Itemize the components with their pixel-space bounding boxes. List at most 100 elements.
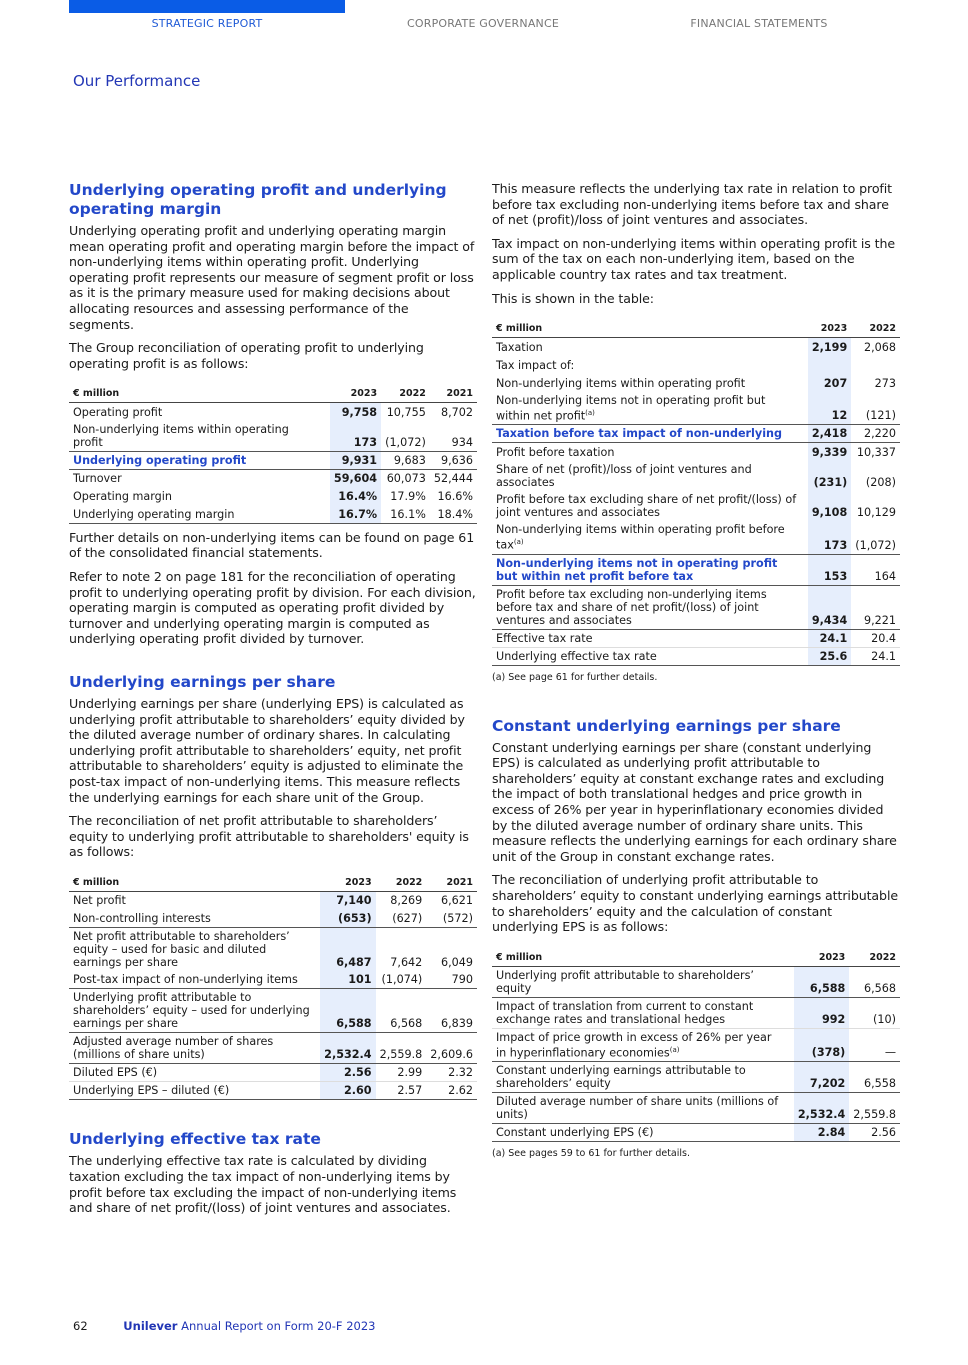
cell-value: (10) [849, 997, 900, 1029]
cell-value: 2.56 [849, 1123, 900, 1143]
cell-value: 16.7% [329, 505, 382, 524]
column-header: € million [492, 948, 794, 967]
cell-text: 6,558 [863, 1077, 896, 1091]
row-label: Profit before tax excluding non-underlyi… [492, 585, 808, 630]
table-row: Net profit attributable to shareholders’… [69, 927, 477, 971]
row-label: Non-underlying items not in operating pr… [492, 391, 808, 426]
cell-text: 8,269 [390, 894, 423, 908]
row-label: Diluted EPS (€) [69, 1063, 321, 1083]
cell-text: 9,636 [440, 453, 473, 467]
table-row: Effective tax rate 24.1 20.4 [492, 629, 900, 648]
eps-table: € million 2023 2022 2021 Net profit 7,140 8,26… [69, 873, 477, 1101]
cell-text: 59,604 [333, 472, 378, 486]
cell-text: Impact of translation from current to co… [496, 999, 754, 1026]
table-row: Operating profit 9,758 10,755 8,702 [69, 402, 477, 421]
cell-text: 6,049 [440, 955, 473, 969]
cell-text: 6,588 [336, 1017, 372, 1031]
table-row: Share of net (profit)/loss of joint vent… [492, 460, 900, 491]
cell-text: (627) [392, 911, 423, 925]
cell-text: 9,683 [393, 453, 426, 467]
cell-text: Non-underlying items within operating pr… [496, 522, 785, 552]
cell-value: 18.4% [429, 505, 477, 524]
cell-value: 101 [320, 970, 376, 990]
tab-corporate-governance[interactable]: CORPORATE GOVERNANCE [406, 17, 560, 30]
cell-text: Non-underlying items within operating pr… [496, 376, 746, 390]
row-label: Share of net (profit)/loss of joint vent… [492, 461, 808, 491]
cell-value: 7,642 [376, 927, 427, 971]
column-header: 2023 [793, 948, 850, 967]
cell-value: 7,202 [793, 1061, 850, 1094]
uop-table: € million 2023 2022 2021 Operating profit 9,7… [69, 385, 477, 524]
cell-text: (1,072) [855, 538, 896, 552]
cell-value: 24.1 [851, 647, 900, 666]
tab-financial-statements[interactable]: FINANCIAL STATEMENTS [690, 17, 828, 30]
ceps-table: € million 2023 2022 Underlying profit attri… [492, 948, 900, 1143]
cell-text: Underlying EPS – diluted (€) [73, 1084, 230, 1098]
table-row: Underlying effective tax rate 25.6 24.1 [492, 647, 900, 666]
row-label: Post-tax impact of non-underlying items [69, 970, 321, 990]
cell-value: 24.1 [807, 629, 852, 648]
column-header: 2021 [426, 873, 477, 892]
cell-text: 934 [451, 435, 473, 449]
column-header: 2022 [849, 948, 900, 967]
cell-text: 9,931 [341, 453, 378, 467]
cell-text: 2.56 [871, 1126, 896, 1140]
paragraph: The reconciliation of underlying profit … [492, 872, 898, 935]
table-row: Non-underlying items not in operating pr… [492, 391, 900, 426]
cell-text: Net profit [73, 894, 126, 908]
cell-value: 6,558 [849, 1061, 900, 1094]
cell-text: Post-tax impact of non-underlying items [73, 973, 298, 987]
cell-text: 16.7% [338, 507, 378, 521]
table-header: € million 2023 2022 2021 [69, 873, 477, 892]
cell-text: Diluted average number of share units (m… [496, 1095, 779, 1122]
row-label: Net profit [69, 891, 320, 909]
cell-text: 9,758 [341, 405, 378, 419]
table-row: Taxation 2,199 2,068 [492, 337, 900, 356]
row-label: Non-underlying items not in operating pr… [492, 554, 808, 586]
table-row: Non-underlying items within operating pr… [492, 373, 900, 392]
tab-strategic-report[interactable]: STRATEGIC REPORT [151, 17, 263, 30]
cell-text: (10) [873, 1012, 896, 1026]
cell-value: 2,559.8 [375, 1032, 427, 1065]
cell-text: Profit before tax excluding non-underlyi… [496, 587, 767, 627]
cell-text: 12 [831, 409, 848, 423]
cell-value: 173 [329, 420, 382, 452]
cell-value: 17.9% [381, 487, 430, 505]
cell-value: 6,588 [793, 966, 850, 998]
row-label: Constant underlying EPS (€) [492, 1123, 794, 1143]
cell-text: 60,073 [386, 472, 426, 486]
cell-value: 9,434 [807, 585, 852, 630]
cell-value: 8,269 [376, 891, 427, 909]
cell-text: 207 [823, 376, 848, 390]
cell-text: 9,434 [811, 613, 848, 627]
cell-value: 2,532.4 [793, 1092, 850, 1125]
cell-text: 7,140 [336, 894, 372, 908]
cell-text: — [884, 1046, 896, 1060]
table-row: Impact of price growth in excess of 26% … [492, 1028, 900, 1063]
cell-text: 153 [823, 569, 848, 583]
cell-text: Taxation before tax impact of non-underl… [496, 427, 782, 441]
column-header: 2022 [851, 320, 900, 339]
row-label: Effective tax rate [492, 629, 808, 648]
row-label: Taxation before tax impact of non-underl… [492, 424, 808, 444]
cell-text: 9,108 [811, 505, 848, 519]
footnote-ref: (a) [669, 1045, 680, 1054]
cell-value: 2.32 [426, 1063, 477, 1083]
cell-text: 2,559.8 [379, 1048, 423, 1062]
table-row: Diluted average number of share units (m… [492, 1092, 900, 1125]
cell-text: 9,339 [811, 445, 848, 459]
heading-uop: Underlying operating profit and underlyi… [69, 181, 447, 218]
footnote: (a) See pages 59 to 61 for further detai… [492, 1148, 691, 1160]
cell-value: 6,049 [426, 927, 477, 971]
table-row: Non-controlling interests (653) (627) (572) [69, 909, 477, 928]
cell-value: 6,588 [320, 988, 376, 1034]
cell-text: Non-underlying items within operating pr… [73, 422, 289, 449]
cell-value: 6,621 [426, 891, 477, 909]
cell-text: Profit before tax excluding share of net… [496, 492, 797, 519]
row-label: Net profit attributable to shareholders’… [69, 927, 320, 971]
cell-value: 60,073 [381, 469, 430, 487]
cell-text: 16.1% [390, 507, 426, 521]
column-header: 2023 [320, 873, 376, 892]
cell-text: 10,337 [856, 445, 896, 459]
cell-value: (231) [807, 460, 852, 491]
